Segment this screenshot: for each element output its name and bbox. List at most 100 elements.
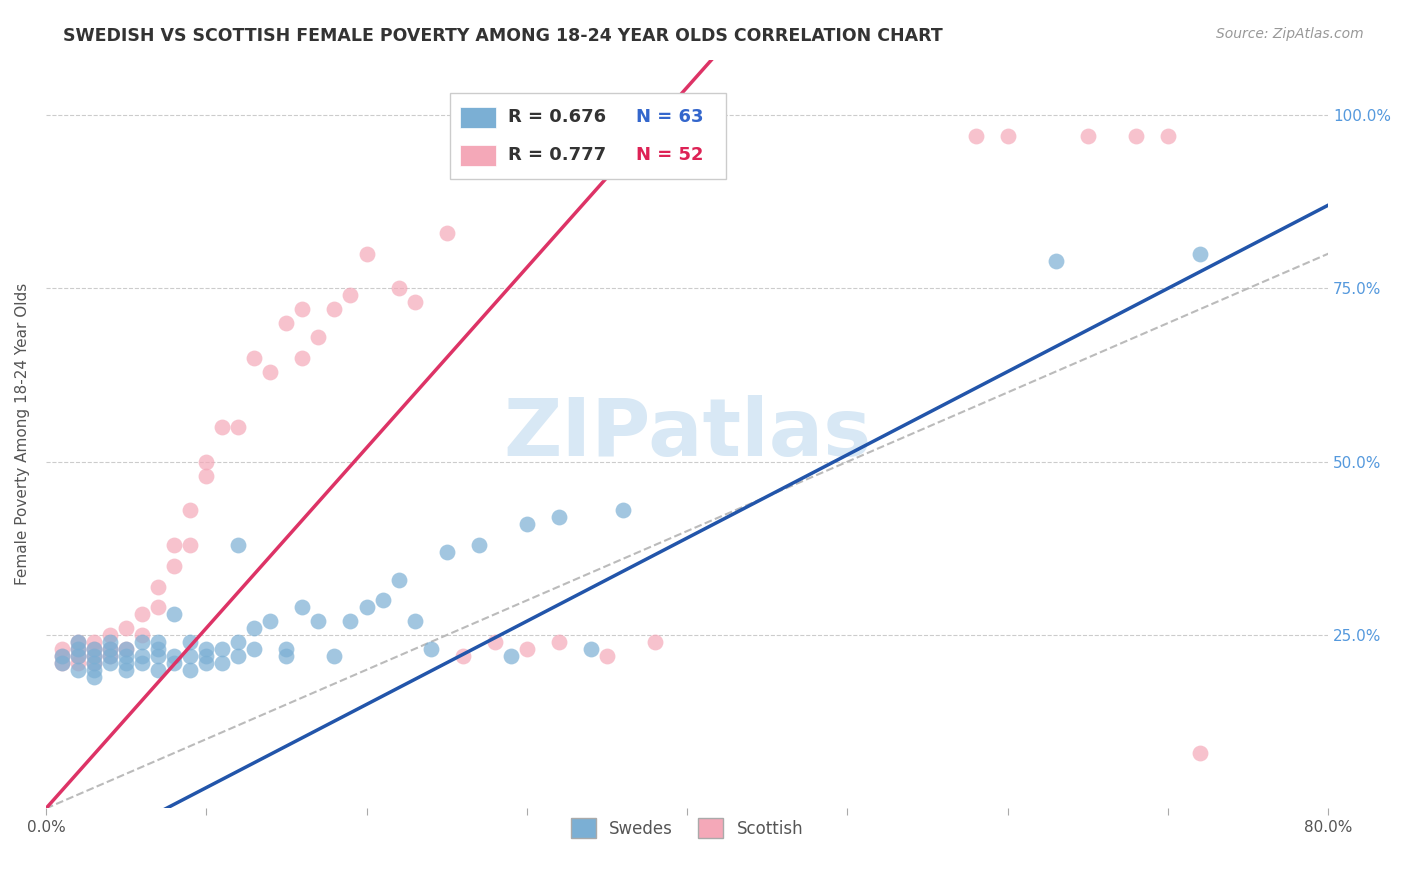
Point <box>98 648 121 663</box>
Point <box>66 663 89 677</box>
Point <box>195 648 218 663</box>
Point <box>644 635 666 649</box>
Point <box>66 642 89 657</box>
Point <box>516 517 538 532</box>
Point <box>131 656 153 670</box>
Point <box>579 642 602 657</box>
Point <box>163 648 186 663</box>
Point <box>1157 128 1180 143</box>
Point <box>195 455 218 469</box>
Point <box>291 351 314 365</box>
Point <box>66 648 89 663</box>
Point <box>146 663 169 677</box>
Point <box>179 503 201 517</box>
Point <box>323 302 346 317</box>
Point <box>1188 746 1211 760</box>
Point <box>66 642 89 657</box>
Point <box>211 420 233 434</box>
Point <box>211 642 233 657</box>
Point <box>339 288 361 302</box>
Point <box>226 648 249 663</box>
Point <box>131 648 153 663</box>
Point <box>163 607 186 622</box>
Point <box>291 302 314 317</box>
Point <box>226 420 249 434</box>
Point <box>1045 253 1067 268</box>
Point <box>66 648 89 663</box>
FancyBboxPatch shape <box>460 145 496 166</box>
Text: SWEDISH VS SCOTTISH FEMALE POVERTY AMONG 18-24 YEAR OLDS CORRELATION CHART: SWEDISH VS SCOTTISH FEMALE POVERTY AMONG… <box>63 27 943 45</box>
Point <box>98 648 121 663</box>
Point <box>195 656 218 670</box>
Point <box>356 246 378 260</box>
Text: R = 0.777: R = 0.777 <box>508 146 606 164</box>
Point <box>516 642 538 657</box>
Point <box>1125 128 1147 143</box>
Point <box>436 226 458 240</box>
Point <box>146 635 169 649</box>
Point <box>83 663 105 677</box>
Point <box>115 621 138 635</box>
Point <box>83 656 105 670</box>
Point <box>131 635 153 649</box>
Point <box>83 642 105 657</box>
Point <box>226 635 249 649</box>
Point <box>323 648 346 663</box>
Point <box>179 648 201 663</box>
Point <box>451 648 474 663</box>
Point <box>499 648 522 663</box>
Point <box>276 642 298 657</box>
Point <box>83 670 105 684</box>
Point <box>195 642 218 657</box>
Point <box>243 621 266 635</box>
Point <box>371 593 394 607</box>
FancyBboxPatch shape <box>460 107 496 128</box>
Point <box>243 351 266 365</box>
Point <box>98 635 121 649</box>
Point <box>98 656 121 670</box>
Point <box>226 538 249 552</box>
Point <box>307 614 329 628</box>
Point <box>596 648 619 663</box>
Point <box>387 281 409 295</box>
Point <box>404 614 426 628</box>
Point <box>339 614 361 628</box>
Point <box>419 642 441 657</box>
Point <box>387 573 409 587</box>
Text: N = 52: N = 52 <box>636 146 703 164</box>
Point <box>436 545 458 559</box>
Point <box>146 648 169 663</box>
Point <box>163 656 186 670</box>
Point <box>66 656 89 670</box>
Point <box>98 642 121 657</box>
Point <box>1188 246 1211 260</box>
Point <box>179 663 201 677</box>
Point <box>547 510 569 524</box>
Point <box>83 642 105 657</box>
Point <box>98 628 121 642</box>
Point <box>146 600 169 615</box>
Point <box>276 316 298 330</box>
Point <box>163 538 186 552</box>
Point <box>997 128 1019 143</box>
Legend: Swedes, Scottish: Swedes, Scottish <box>564 812 810 845</box>
Point <box>163 558 186 573</box>
Point <box>259 365 281 379</box>
Point <box>1077 128 1099 143</box>
Point <box>195 468 218 483</box>
Point <box>115 663 138 677</box>
Text: ZIPatlas: ZIPatlas <box>503 395 872 473</box>
Point <box>83 635 105 649</box>
Point <box>612 503 634 517</box>
Point <box>484 635 506 649</box>
Y-axis label: Female Poverty Among 18-24 Year Olds: Female Poverty Among 18-24 Year Olds <box>15 283 30 585</box>
Point <box>179 635 201 649</box>
Point <box>146 580 169 594</box>
Point <box>243 642 266 657</box>
Point <box>83 648 105 663</box>
Point <box>115 648 138 663</box>
Text: Source: ZipAtlas.com: Source: ZipAtlas.com <box>1216 27 1364 41</box>
Point <box>51 642 73 657</box>
Point <box>51 656 73 670</box>
Point <box>51 648 73 663</box>
